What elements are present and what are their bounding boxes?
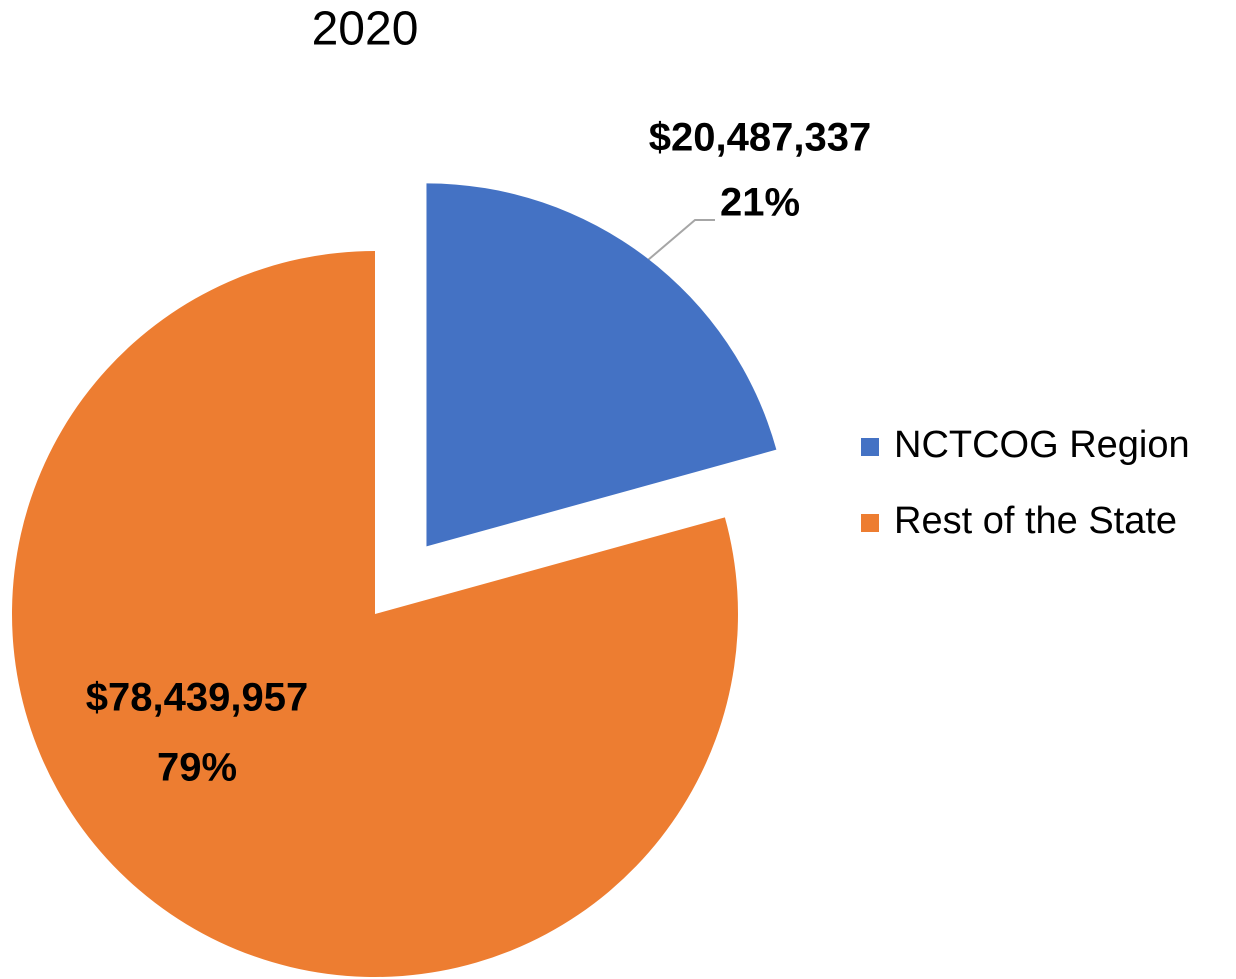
- legend-swatch: [861, 438, 879, 456]
- pie-slice: [426, 183, 777, 547]
- legend-label: NCTCOG Region: [894, 424, 1190, 466]
- leader-line: [647, 219, 715, 261]
- legend-swatch: [861, 514, 879, 532]
- percent-label: 79%: [157, 746, 237, 790]
- value-label: $20,487,337: [649, 116, 871, 160]
- legend-label: Rest of the State: [894, 500, 1177, 542]
- chart-title: 2020: [312, 3, 419, 56]
- percent-label: 21%: [720, 181, 800, 225]
- pie-slice: [11, 251, 738, 977]
- value-label: $78,439,957: [86, 676, 308, 720]
